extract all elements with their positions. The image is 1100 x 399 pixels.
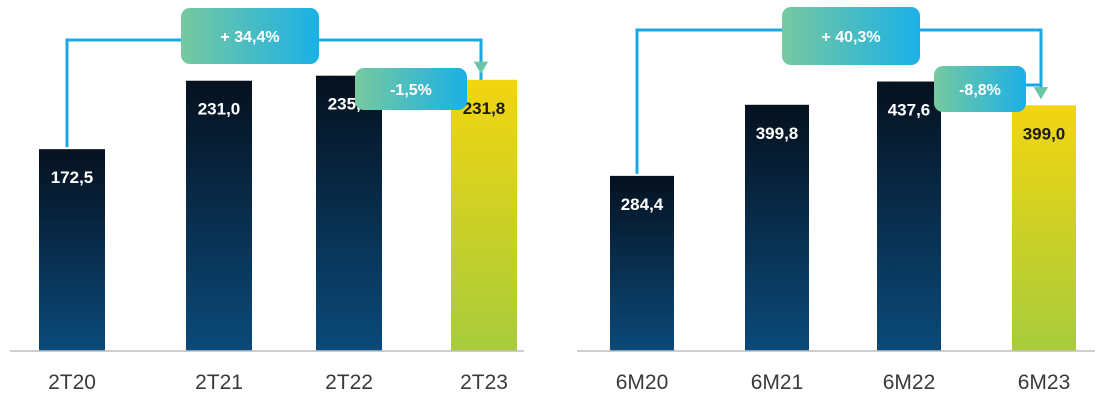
change-badge-label: + 40,3%	[821, 29, 880, 46]
value-label-6m20: 284,4	[621, 195, 664, 214]
change-badge-label: + 34,4%	[220, 29, 279, 46]
value-label-2t23: 231,8	[463, 99, 506, 118]
change-badge-last: -1,5%	[355, 68, 467, 110]
bar-2t21	[186, 81, 252, 351]
value-label-6m22: 437,6	[888, 101, 931, 120]
category-label-2t21: 2T21	[195, 371, 243, 394]
value-label-2t20: 172,5	[51, 168, 94, 187]
change-badge-label: -1,5%	[390, 82, 432, 99]
bar-2t23	[451, 80, 517, 351]
category-label-2t22: 2T22	[325, 371, 373, 394]
arrow-head-2t23	[474, 62, 488, 74]
category-label-2t23: 2T23	[460, 371, 508, 394]
arrow-head-6m23	[1034, 87, 1048, 99]
category-label-6m22: 6M22	[883, 371, 936, 394]
change-badge-total: + 40,3%	[782, 7, 920, 65]
category-label-2t20: 2T20	[48, 371, 96, 394]
change-badge-label: -8,8%	[959, 82, 1001, 99]
bar-2t22	[316, 76, 382, 351]
category-label-6m23: 6M23	[1018, 371, 1071, 394]
value-label-2t21: 231,0	[198, 100, 241, 119]
change-badge-total: + 34,4%	[181, 8, 319, 64]
bar-6m22	[877, 82, 941, 351]
value-label-6m21: 399,8	[756, 124, 799, 143]
change-badge-last: -8,8%	[934, 66, 1026, 112]
category-label-6m21: 6M21	[751, 371, 804, 394]
category-label-6m20: 6M20	[616, 371, 669, 394]
value-label-6m23: 399,0	[1023, 124, 1066, 143]
